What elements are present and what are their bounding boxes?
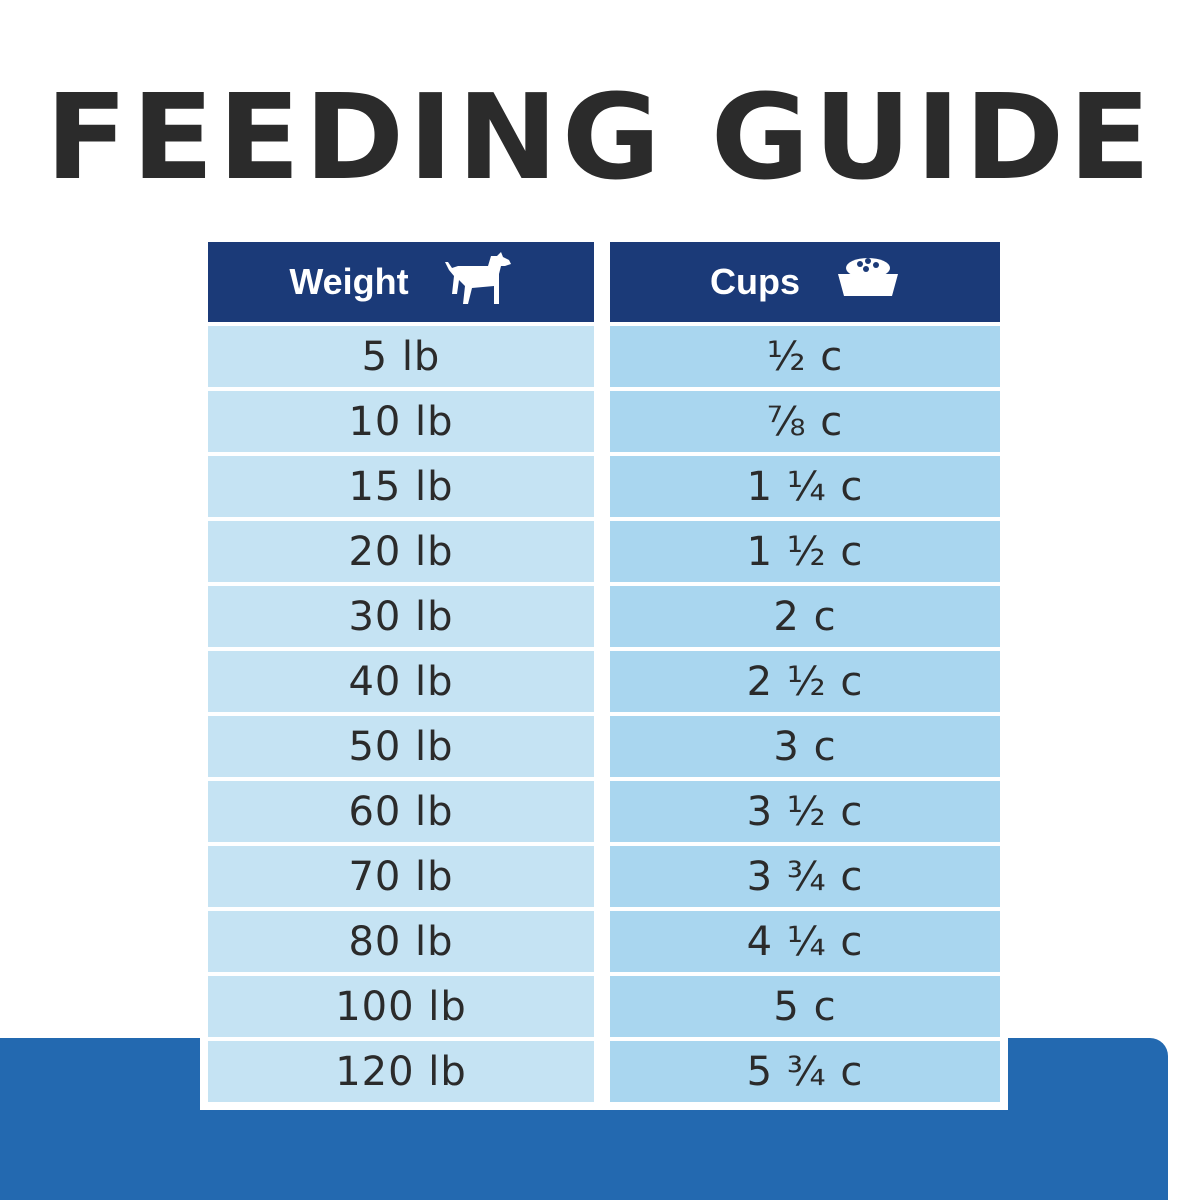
weight-cell: 70 lb (208, 846, 594, 907)
weight-cell: 120 lb (208, 1041, 594, 1102)
weight-cell: 50 lb (208, 716, 594, 777)
cups-cell: 2 c (610, 586, 1000, 647)
weight-cell: 30 lb (208, 586, 594, 647)
cups-cell: 3 c (610, 716, 1000, 777)
weight-cell: 5 lb (208, 326, 594, 387)
cups-cell: ⅞ c (610, 391, 1000, 452)
weight-column: Weight 5 lb 10 lb 15 lb 20 lb 30 lb 40 lb 50 l… (208, 242, 594, 1102)
food-bowl-icon (836, 256, 900, 309)
cups-cell: ½ c (610, 326, 1000, 387)
weight-cell: 20 lb (208, 521, 594, 582)
weight-header-label: Weight (289, 261, 409, 302)
weight-cell: 60 lb (208, 781, 594, 842)
cups-cell: 5 c (610, 976, 1000, 1037)
weight-cell: 10 lb (208, 391, 594, 452)
cups-cell: 3 ¾ c (610, 846, 1000, 907)
cups-cell: 5 ¾ c (610, 1041, 1000, 1102)
weight-cell: 100 lb (208, 976, 594, 1037)
weight-cell: 80 lb (208, 911, 594, 972)
feeding-table: Weight 5 lb 10 lb 15 lb 20 lb 30 lb 40 lb 50 l… (200, 236, 1008, 1110)
cups-header-label: Cups (710, 261, 800, 302)
weight-cell: 15 lb (208, 456, 594, 517)
page-title: FEEDING GUIDE (45, 68, 1155, 206)
cups-cell: 1 ¼ c (610, 456, 1000, 517)
weight-cell: 40 lb (208, 651, 594, 712)
cups-cell: 3 ½ c (610, 781, 1000, 842)
dog-icon (444, 251, 513, 313)
cups-cell: 2 ½ c (610, 651, 1000, 712)
cups-header: Cups (610, 242, 1000, 322)
cups-cell: 4 ¼ c (610, 911, 1000, 972)
weight-header: Weight (208, 242, 594, 322)
cups-cell: 1 ½ c (610, 521, 1000, 582)
